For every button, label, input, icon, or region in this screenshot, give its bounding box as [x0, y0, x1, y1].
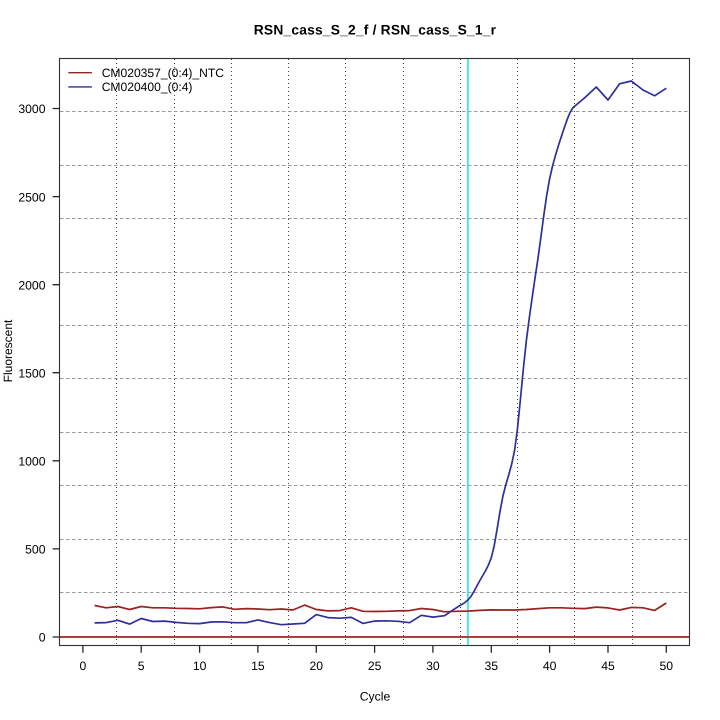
- svg-text:500: 500: [25, 543, 46, 557]
- svg-text:10: 10: [193, 659, 207, 673]
- svg-text:0: 0: [39, 631, 46, 645]
- svg-text:15: 15: [251, 659, 265, 673]
- svg-text:3000: 3000: [18, 102, 45, 116]
- svg-text:1500: 1500: [18, 366, 45, 380]
- svg-text:CM020400_(0:4): CM020400_(0:4): [102, 80, 193, 94]
- svg-text:1000: 1000: [18, 455, 45, 469]
- svg-text:Cycle: Cycle: [360, 690, 391, 704]
- svg-text:45: 45: [601, 659, 615, 673]
- svg-text:40: 40: [543, 659, 557, 673]
- svg-text:CM020357_(0:4)_NTC: CM020357_(0:4)_NTC: [102, 66, 225, 80]
- svg-text:50: 50: [660, 659, 674, 673]
- svg-text:35: 35: [485, 659, 499, 673]
- svg-text:0: 0: [80, 659, 87, 673]
- svg-text:20: 20: [310, 659, 324, 673]
- svg-text:25: 25: [368, 659, 382, 673]
- svg-text:2500: 2500: [18, 190, 45, 204]
- svg-text:Fluorescent: Fluorescent: [1, 319, 15, 382]
- svg-text:RSN_cass_S_2_f / RSN_cass_S_1_: RSN_cass_S_2_f / RSN_cass_S_1_r: [254, 23, 497, 38]
- svg-text:5: 5: [138, 659, 145, 673]
- svg-text:30: 30: [426, 659, 440, 673]
- svg-text:2000: 2000: [18, 278, 45, 292]
